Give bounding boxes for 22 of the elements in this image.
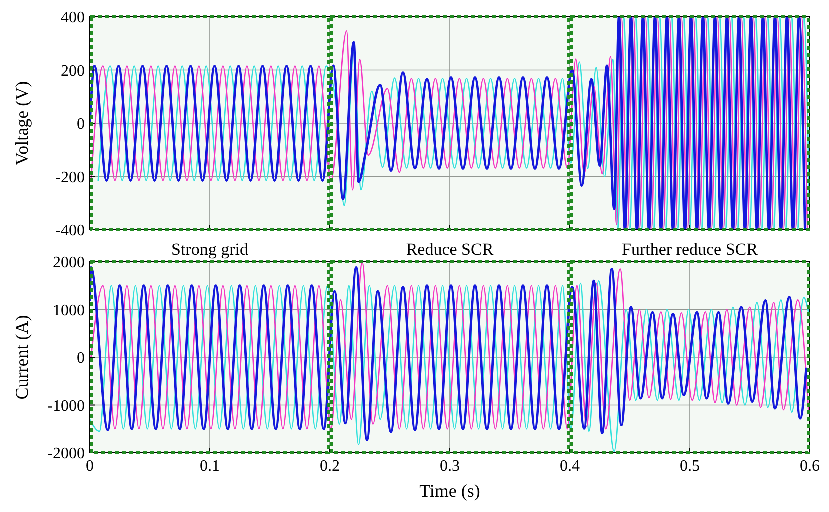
y-axis-title: Current (A) [12,315,32,400]
x-tick-label: 0.3 [440,458,460,475]
band-label: Further reduce SCR [622,240,759,259]
y-tick-label: 0 [77,350,85,368]
y-tick-label: 1000 [53,302,85,320]
band-label: Reduce SCR [406,240,494,259]
y-tick-label: 200 [61,62,85,80]
x-tick-label: 0.2 [320,458,340,475]
x-tick-label: 0.1 [200,458,220,475]
x-axis-title: Time (s) [420,481,480,501]
x-tick-label: 0.4 [560,458,580,475]
y-tick-label: -2000 [48,446,85,463]
y-tick-label: 0 [77,116,85,134]
y-axis-title: Voltage (V) [12,81,32,166]
x-tick-label: 0.6 [800,458,820,475]
y-tick-label: 400 [61,10,85,27]
y-tick-label: -400 [56,222,85,240]
y-tick-label: -200 [56,169,85,186]
y-tick-label: 2000 [53,254,85,272]
y-tick-label: -1000 [48,398,85,415]
band-label: Strong grid [172,240,249,259]
x-tick-label: 0.5 [680,458,700,475]
